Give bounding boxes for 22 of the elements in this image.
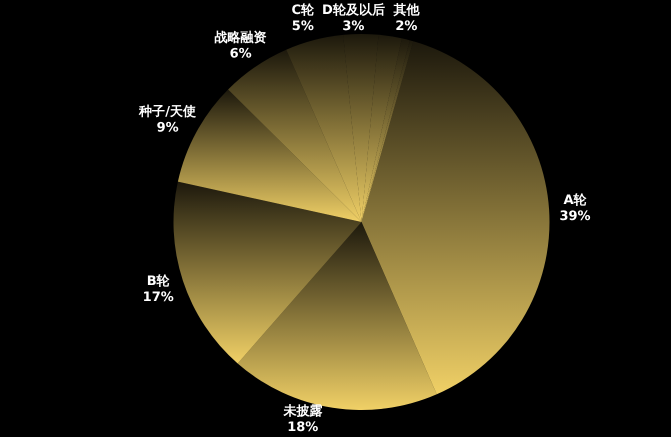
data-label: 6% (230, 46, 252, 62)
pie-slice (286, 34, 362, 222)
slice-label: 其他 (392, 3, 420, 18)
slice-label: D轮及以后 (322, 2, 385, 18)
slice-label: 未披露 (282, 404, 322, 419)
data-label: 3% (342, 19, 364, 34)
pie-slice (174, 182, 362, 364)
pie-slice (362, 34, 402, 222)
data-label: 2% (395, 19, 418, 34)
data-label: 39% (559, 208, 591, 224)
slice-label: B轮 (146, 274, 171, 289)
data-label: 5% (292, 19, 314, 34)
data-label: 9% (156, 120, 179, 136)
pie-slice (343, 34, 379, 222)
pie-slice (362, 41, 550, 394)
data-label: 18% (287, 420, 318, 435)
slice-label: C轮 (292, 3, 316, 18)
pie-slice (228, 50, 362, 222)
slice-label: 种子/天使 (138, 104, 196, 120)
data-label: 17% (142, 290, 174, 305)
slice-label: 战略融资 (214, 30, 267, 46)
slice-label: A轮 (564, 192, 588, 208)
